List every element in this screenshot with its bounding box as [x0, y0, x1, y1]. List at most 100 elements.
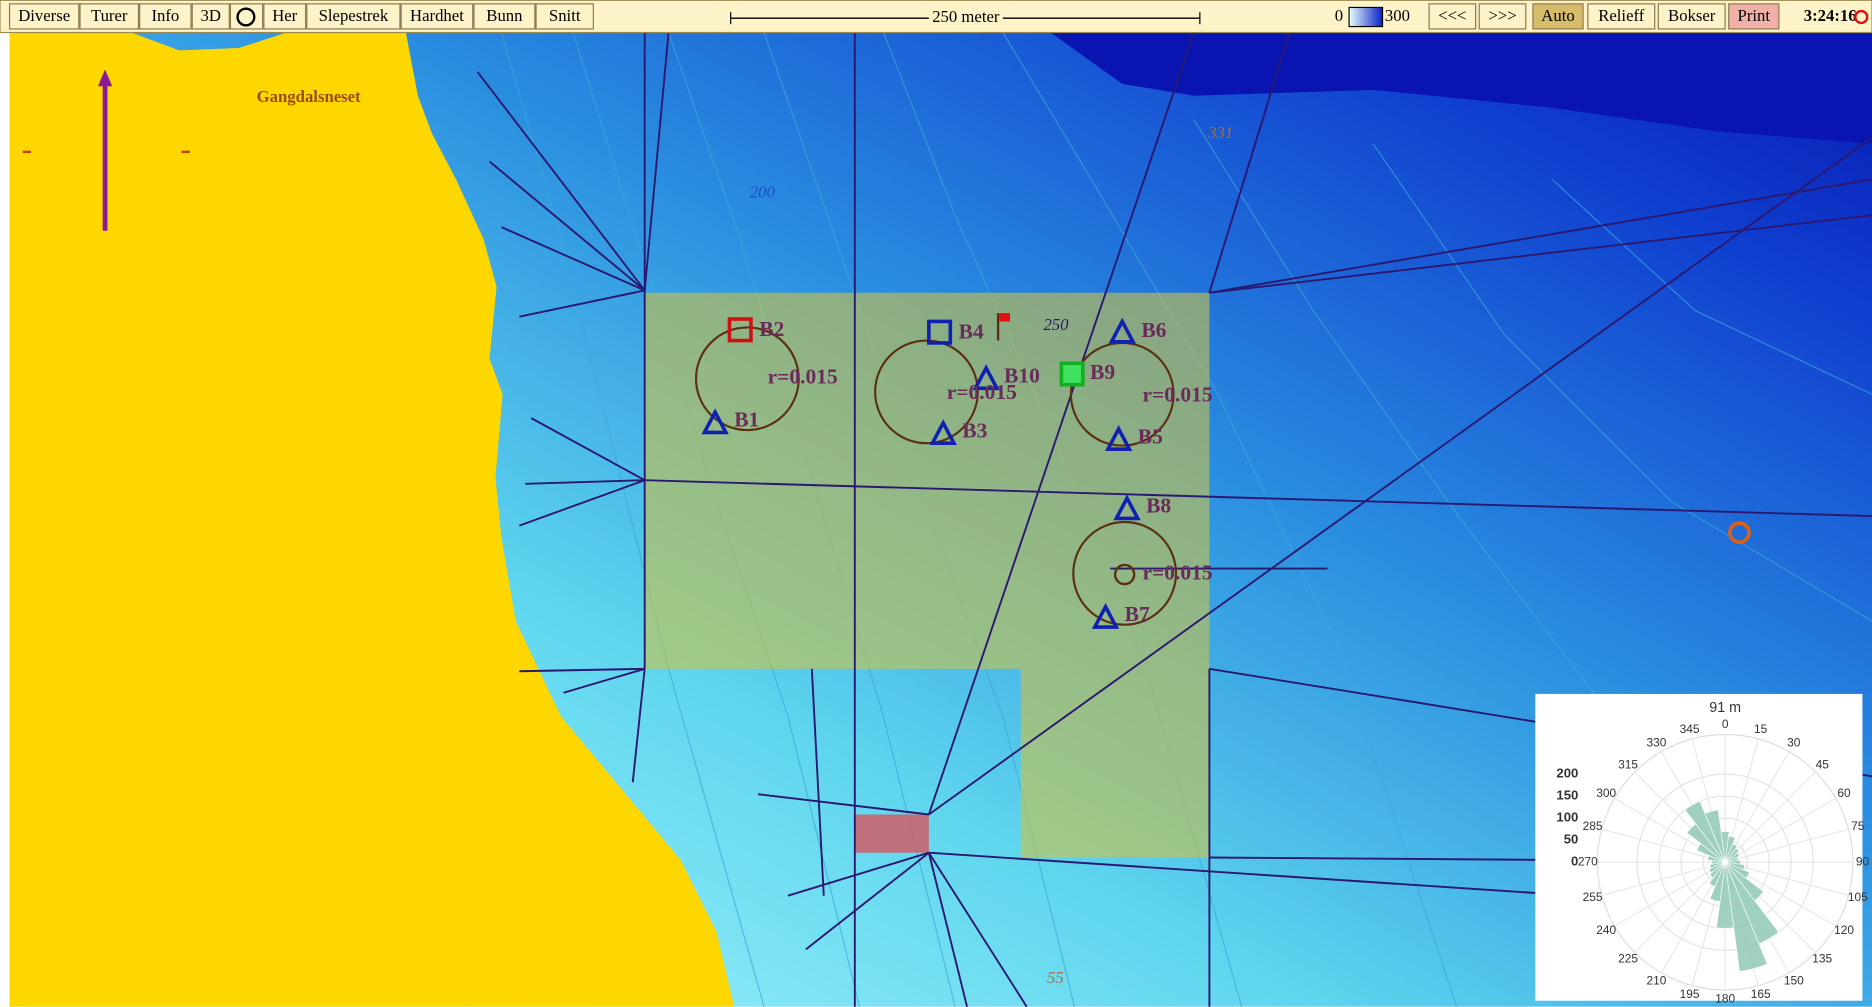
- button-label: Slepestrek: [319, 6, 389, 25]
- button-bg: [8, 3, 80, 30]
- rose-spoke: [1634, 861, 1726, 954]
- rose-r-label: 150: [1556, 788, 1578, 803]
- rose-angle-label: 60: [1837, 786, 1851, 800]
- button-bg: [306, 3, 401, 30]
- deep-area: [1050, 32, 1872, 144]
- button-label: 3D: [201, 6, 221, 25]
- button[interactable]: >>>: [1478, 3, 1527, 30]
- rose-angle-label: 225: [1618, 951, 1638, 965]
- station-label: B5: [1138, 424, 1163, 448]
- rose-r-label: 50: [1564, 832, 1579, 847]
- contours: [500, 32, 1872, 1007]
- button[interactable]: Turer: [79, 3, 140, 30]
- button-label: Relieff: [1598, 6, 1645, 25]
- button[interactable]: Print: [1728, 3, 1780, 30]
- button-bg: [79, 3, 140, 30]
- rose-r-label: 200: [1556, 766, 1578, 781]
- button-bg: [191, 3, 230, 30]
- place-label: Gangdalsneset: [257, 87, 361, 106]
- rose-petal: [1724, 862, 1768, 972]
- rose-angle-label: 315: [1618, 757, 1638, 771]
- land: [0, 32, 735, 1007]
- button-bg: [1428, 3, 1477, 30]
- radius-label: r=0.015: [1143, 383, 1213, 407]
- station-label: B9: [1090, 360, 1115, 384]
- button[interactable]: Her: [263, 3, 307, 30]
- rose-angle-label: 285: [1583, 819, 1603, 833]
- button[interactable]: [229, 3, 264, 30]
- rose-spoke: [1724, 797, 1837, 863]
- rose-angle-label: 270: [1578, 854, 1598, 868]
- station-label: B1: [734, 408, 759, 432]
- rose-angle-label: 255: [1583, 890, 1603, 904]
- button[interactable]: Slepestrek: [306, 3, 401, 30]
- button[interactable]: 3D: [191, 3, 230, 30]
- depth-label: 331: [1207, 123, 1233, 142]
- radius-label: r=0.015: [768, 365, 838, 389]
- rose-petal: [1704, 809, 1726, 863]
- depth-min: 0: [1335, 6, 1343, 25]
- rose-angle-label: 75: [1851, 819, 1865, 833]
- button-label: Diverse: [18, 6, 70, 25]
- button-bg: [1478, 3, 1527, 30]
- rose-angle-label: 300: [1596, 786, 1616, 800]
- margin: [0, 32, 10, 1007]
- rose-angle-label: 345: [1680, 722, 1700, 736]
- button[interactable]: Snitt: [535, 3, 594, 30]
- rose-angle-label: 105: [1848, 890, 1868, 904]
- button-bg: [1657, 3, 1726, 30]
- rose-angle-label: 90: [1856, 854, 1870, 868]
- rose-angle-label: 330: [1647, 736, 1667, 750]
- clock: 3:24:16: [1804, 6, 1857, 25]
- scale-label: 250 meter: [932, 7, 1000, 26]
- map[interactable]: Gangdalsneset 200 331 250 55 B1 B2 B3 B4…: [0, 32, 1872, 1007]
- rose-angle-label: 0: [1722, 717, 1729, 731]
- rose-spoke: [1724, 751, 1790, 863]
- button-label: Hardhet: [410, 6, 464, 25]
- button[interactable]: Bunn: [473, 3, 536, 30]
- survey-area: [644, 292, 1210, 858]
- tracks: [476, 32, 1872, 1007]
- rose-angle-label: 210: [1647, 973, 1667, 987]
- rose-spoke: [1614, 861, 1726, 927]
- rose-angle-label: 240: [1596, 923, 1616, 937]
- button[interactable]: Bokser: [1657, 3, 1726, 30]
- rose-angle-label: 45: [1816, 757, 1830, 771]
- station-label: B8: [1146, 494, 1171, 518]
- target: [1113, 563, 1136, 586]
- radius-label: r=0.015: [1143, 560, 1213, 584]
- rose-petal: [1724, 852, 1740, 863]
- button-label: Her: [272, 6, 297, 25]
- rose-petal: [1708, 861, 1726, 874]
- rose-petal: [1708, 862, 1726, 888]
- north-arrow-head: [97, 69, 113, 87]
- red-area: [854, 814, 929, 853]
- rose-r-label: 100: [1556, 810, 1578, 825]
- button[interactable]: Info: [139, 3, 192, 30]
- target-icon: [236, 7, 256, 27]
- button[interactable]: Auto: [1532, 3, 1584, 30]
- station-label: B10: [1004, 363, 1040, 387]
- station-markers: [701, 317, 1141, 629]
- button[interactable]: Relieff: [1587, 3, 1656, 30]
- station-label: B2: [759, 317, 784, 341]
- station-label: B6: [1141, 318, 1166, 342]
- rose-spoke: [1724, 771, 1816, 863]
- button-label: Print: [1738, 6, 1771, 25]
- button-bg: [535, 3, 594, 30]
- button-bg: [1728, 3, 1780, 30]
- button[interactable]: Hardhet: [400, 3, 474, 30]
- depth-label: 250: [1043, 315, 1069, 334]
- rose-petal: [1709, 862, 1726, 879]
- button-label: Turer: [91, 6, 128, 25]
- button-label: Snitt: [549, 6, 581, 25]
- button[interactable]: Diverse: [8, 3, 80, 30]
- station-label: B3: [962, 418, 987, 442]
- button[interactable]: <<<: [1428, 3, 1477, 30]
- toolbar: 250 meter 0 300 3:24:16 Diverse Turer Info…: [0, 0, 1872, 34]
- depth-label: 200: [750, 183, 776, 202]
- rose-angle-label: 150: [1784, 973, 1804, 987]
- rose-spoke: [1601, 828, 1726, 863]
- scale-label-bg: [928, 7, 1003, 29]
